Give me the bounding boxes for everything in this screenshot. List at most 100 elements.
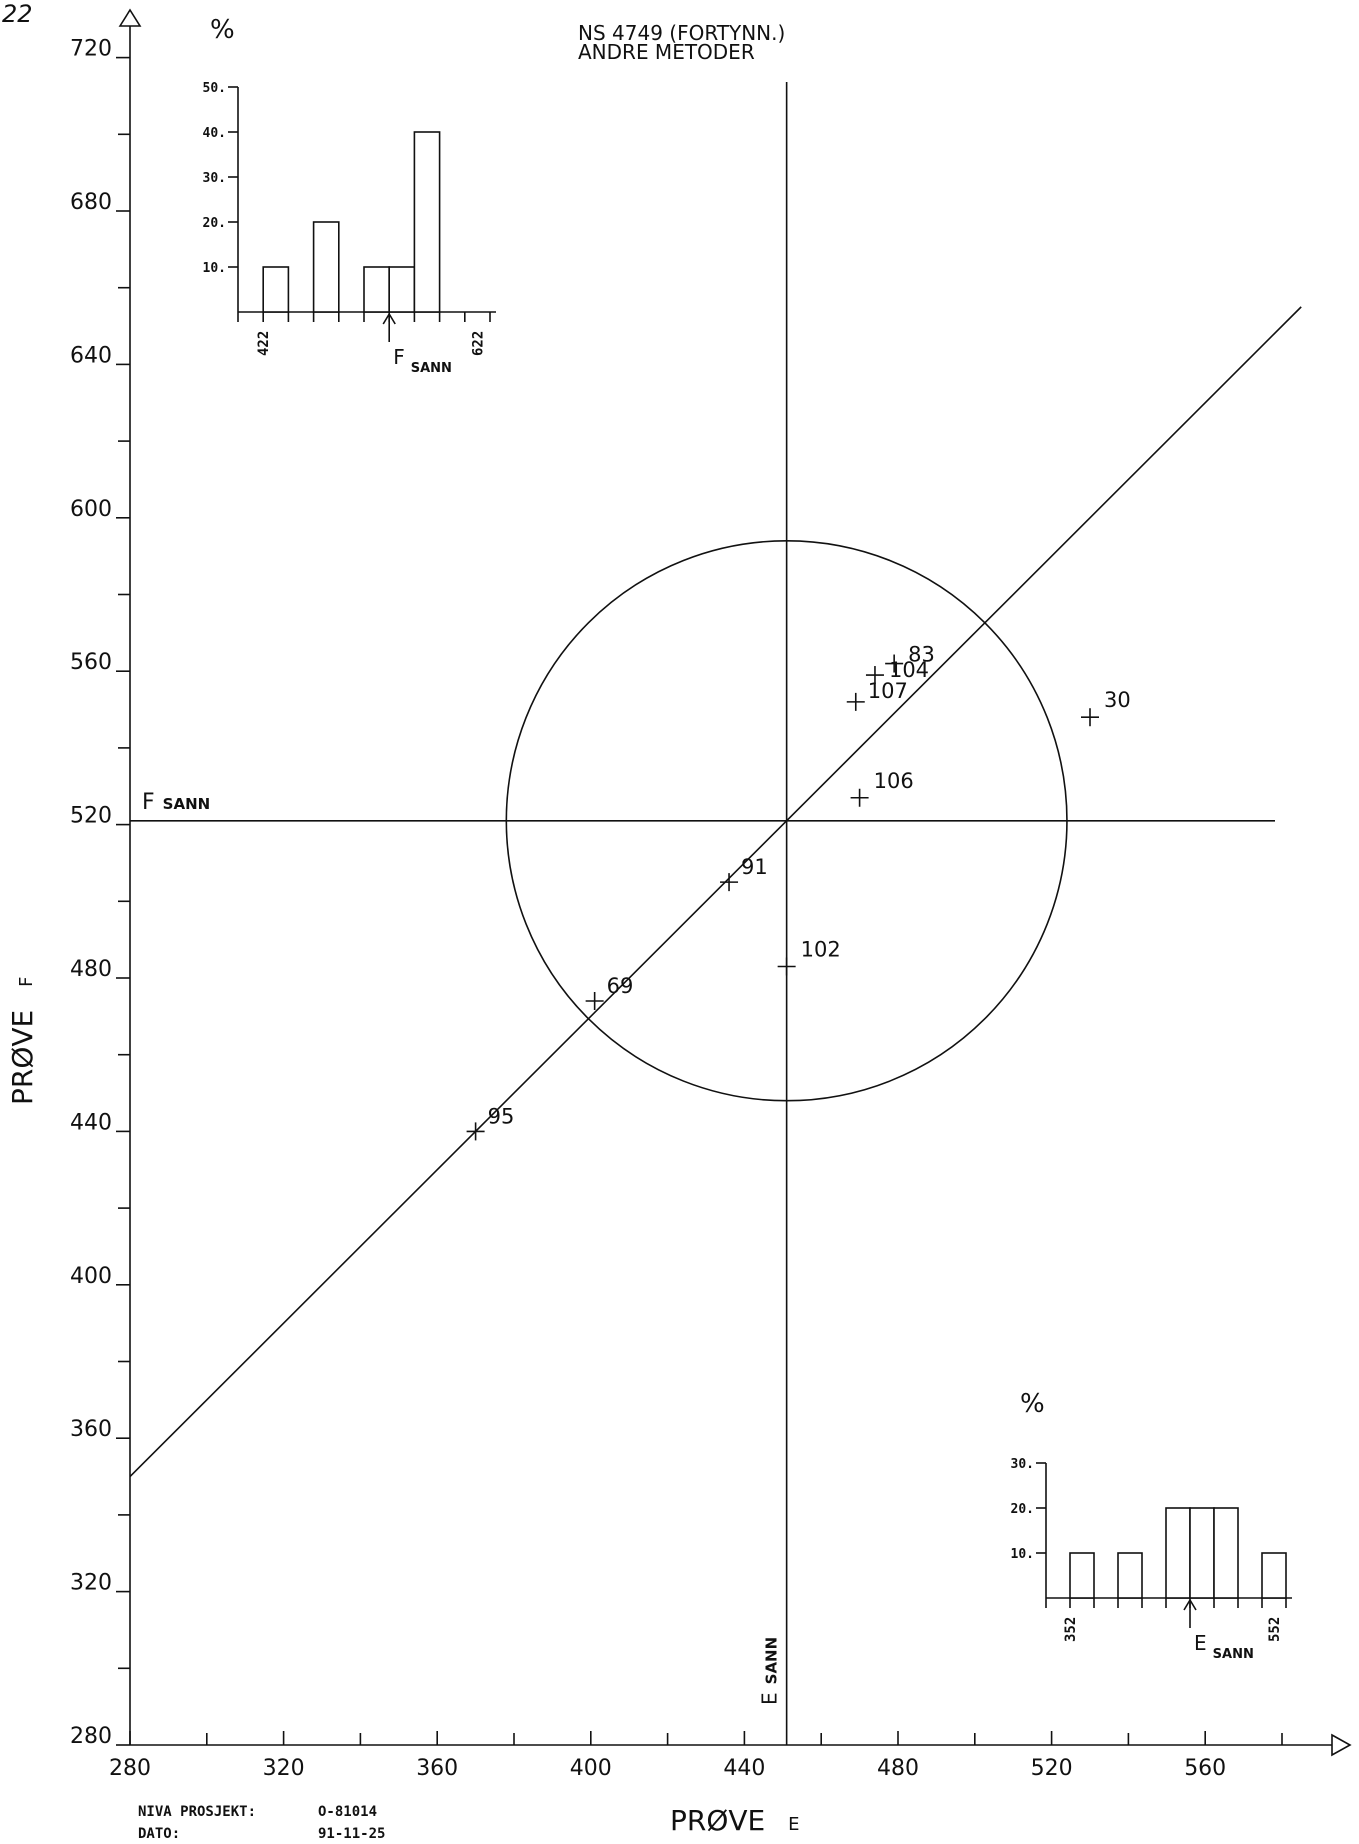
histogram-e: % 10. 20. 30. 352 552 E SANN: [1011, 1389, 1292, 1662]
data-point: 30: [1081, 688, 1131, 727]
x-tick-label: 560: [1184, 1756, 1226, 1781]
point-label: 30: [1104, 688, 1131, 712]
histogram-bar: [1213, 1507, 1239, 1599]
project-label: NIVA PROSJEKT:: [138, 1804, 256, 1820]
y-axis-title-suffix: F: [16, 977, 37, 987]
f-true-label-main: F: [142, 790, 155, 815]
point-label: 107: [868, 679, 908, 703]
project-value: O-81014: [318, 1804, 377, 1820]
y-tick-label: 440: [70, 1110, 112, 1135]
page-number: 22: [2, 0, 33, 28]
point-label: 95: [488, 1104, 515, 1128]
histogram-true-arrow-head: [1183, 1598, 1197, 1611]
histogram-ylabel: %: [210, 15, 235, 45]
e-true-label: E SANN: [758, 1637, 782, 1705]
data-point: 95: [466, 1104, 515, 1141]
histogram-true-label-main: F: [393, 345, 405, 369]
histogram-true-label-main: E: [1194, 1631, 1207, 1655]
y-tick-label: 600: [70, 497, 112, 522]
e-true-label-sub: SANN: [763, 1637, 781, 1685]
y-tick-label: 720: [70, 37, 112, 62]
histogram-f: % 10. 20. 30. 40. 50. 422 622 F SANN: [203, 15, 496, 376]
point-label: 104: [889, 658, 929, 682]
histogram-y-tick-label: 50.: [203, 81, 226, 96]
histogram-ylabel: %: [1020, 1389, 1045, 1419]
y-tick-label: 640: [70, 343, 112, 368]
histogram-true-label-sub: SANN: [411, 361, 452, 376]
histogram-bar: [413, 131, 441, 313]
histogram-bar: [363, 266, 391, 313]
histogram-true-label: E SANN: [1194, 1631, 1254, 1662]
histogram-x-min-label: 352: [1063, 1617, 1079, 1642]
point-label: 69: [607, 974, 634, 998]
point-label: 83: [908, 643, 935, 667]
histogram-y-tick-label: 40.: [203, 126, 226, 141]
histogram-bar: [1117, 1552, 1143, 1599]
y-tick-label: 480: [70, 957, 112, 982]
x-tick-label: 400: [570, 1756, 612, 1781]
histogram-bar: [388, 266, 416, 313]
x-tick-label: 320: [263, 1756, 305, 1781]
data-point: 104: [865, 658, 929, 685]
data-point: 107: [846, 679, 908, 711]
histogram-true-arrow-head: [382, 312, 396, 325]
y-tick-label: 680: [70, 190, 112, 215]
histogram-bar: [1189, 1507, 1215, 1599]
data-point: 106: [850, 769, 914, 807]
point-label: 102: [801, 937, 841, 961]
f-true-label-sub: SANN: [163, 795, 211, 813]
histogram-y-tick-label: 30.: [1011, 1457, 1034, 1472]
y-tick-label: 560: [70, 650, 112, 675]
histogram-x-min-label: 422: [256, 331, 272, 356]
histogram-x-max-label: 622: [470, 331, 486, 356]
y-axis-title: PRØVE F: [6, 977, 39, 1106]
chart-subtitle: ANDRE METODER: [578, 40, 755, 64]
histogram-bar: [262, 266, 290, 313]
f-true-label: F SANN: [142, 790, 210, 815]
histogram-y-tick-label: 30.: [203, 171, 226, 186]
histogram-bar: [1261, 1552, 1287, 1599]
data-point: 91: [720, 855, 768, 892]
acceptance-circle: [505, 540, 1068, 1102]
reference-lines: F SANN E SANN: [129, 82, 1302, 1745]
data-point: 83: [885, 643, 935, 673]
y-tick-label: 360: [70, 1417, 112, 1442]
x-tick-label: 520: [1031, 1756, 1073, 1781]
histogram-y-tick-label: 20.: [203, 216, 226, 231]
histogram-y-tick-label: 20.: [1011, 1502, 1034, 1517]
e-true-label-main: E: [758, 1692, 782, 1705]
y-tick-label: 280: [70, 1724, 112, 1749]
x-tick-label: 480: [877, 1756, 919, 1781]
date-value: 91-11-25: [318, 1826, 385, 1842]
y-axis-title-main: PRØVE: [6, 1010, 39, 1105]
histogram-bar: [312, 221, 340, 313]
histogram-bar: [1069, 1552, 1095, 1599]
point-label: 106: [874, 769, 914, 793]
chart-title: NS 4749 (FORTYNN.): [578, 21, 785, 45]
x-tick-label: 360: [416, 1756, 458, 1781]
x-axis-title: PRØVE E: [670, 1804, 800, 1837]
histogram-y-tick-label: 10.: [1011, 1547, 1034, 1562]
histogram-x-max-label: 552: [1267, 1617, 1283, 1642]
data-point: 102: [777, 937, 841, 976]
y-axis-arrow: [118, 8, 142, 27]
footer: NIVA PROSJEKT: O-81014 DATO: 91-11-25: [138, 1804, 385, 1842]
histogram-y-tick-label: 10.: [203, 261, 226, 276]
histogram-bar: [1165, 1507, 1191, 1599]
x-tick-label: 440: [723, 1756, 765, 1781]
data-point: 69: [585, 974, 634, 1011]
x-axis-title-main: PRØVE: [670, 1804, 765, 1837]
diagonal-line: [129, 306, 1302, 1478]
histogram-true-label-sub: SANN: [1213, 1647, 1254, 1662]
point-label: 91: [741, 855, 768, 879]
histogram-true-label: F SANN: [393, 345, 452, 376]
y-tick-label: 400: [70, 1264, 112, 1289]
x-axis-title-suffix: E: [788, 1814, 799, 1835]
y-tick-label: 320: [70, 1571, 112, 1596]
chart-axes: 280 320 360 400 440 480 520 560 280 320 360 400 440 4…: [70, 8, 1352, 1781]
y-tick-label: 520: [70, 804, 112, 829]
x-tick-label: 280: [109, 1756, 151, 1781]
x-axis-arrow: [1331, 1733, 1352, 1757]
